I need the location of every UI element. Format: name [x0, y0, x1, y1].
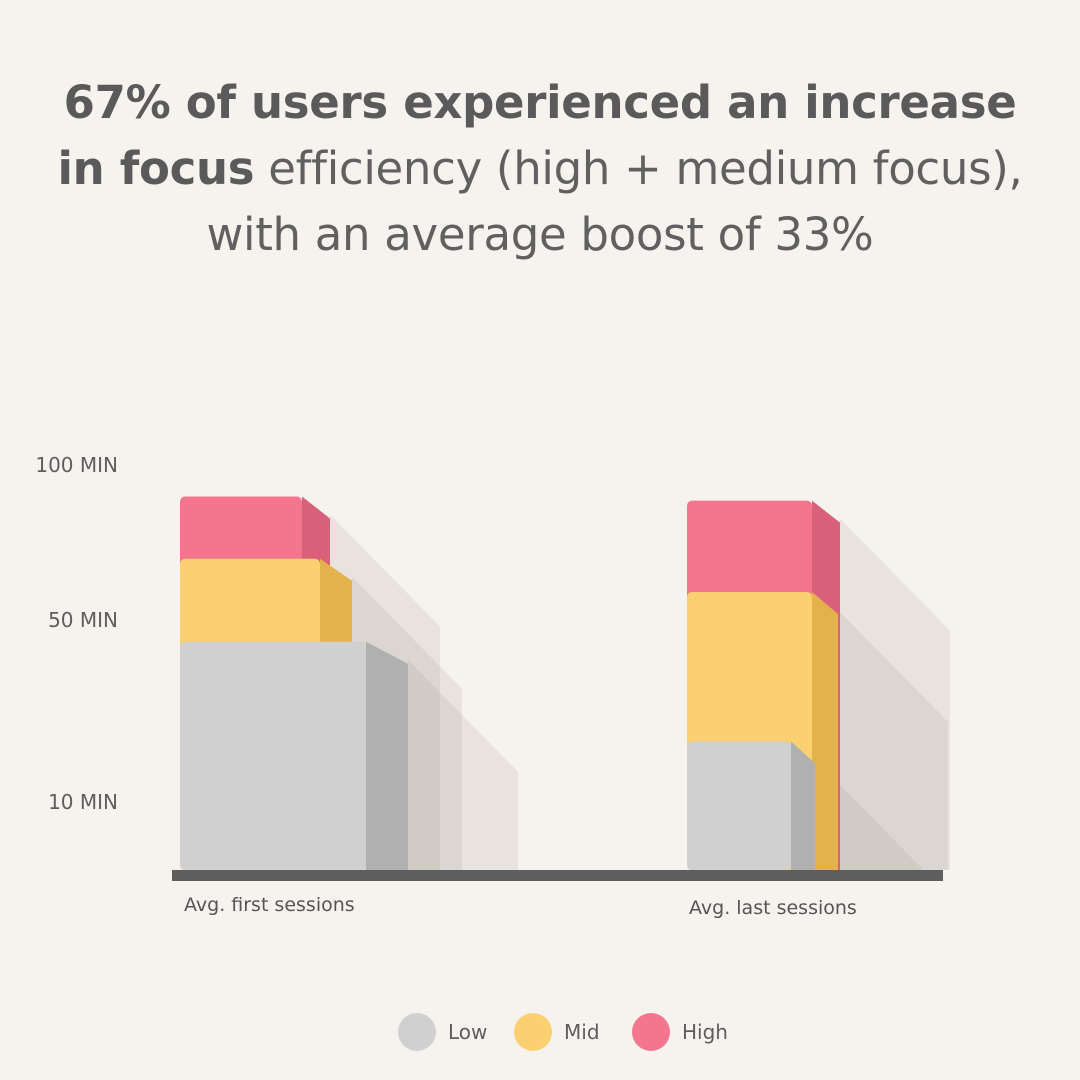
- bar-shadow-high-1: [840, 518, 950, 870]
- bar-side-mid-1: [812, 591, 838, 870]
- legend-label-low: Low: [448, 1020, 487, 1044]
- category-label-0: Avg. first sessions: [184, 894, 355, 916]
- y-tick-label-50: 50 MIN: [48, 608, 118, 632]
- bar-shadows: [330, 514, 950, 872]
- y-axis-ticks: 10 MIN 50 MIN 100 MIN: [35, 453, 118, 814]
- bar-side-low-0: [366, 641, 408, 870]
- bar-shadow-mid-1: [838, 609, 948, 870]
- category-label-1: Avg. last sessions: [689, 897, 857, 919]
- x-axis-baseline: [172, 870, 943, 881]
- legend-label-high: High: [682, 1020, 728, 1044]
- headline-bold: 67% of users experienced an increase in …: [57, 76, 1017, 195]
- legend: Low Mid High: [398, 1013, 728, 1051]
- category-labels: Avg. first sessions Avg. last sessions: [184, 894, 857, 919]
- headline: 67% of users experienced an increase in …: [40, 70, 1040, 268]
- headline-normal: efficiency (high + medium focus), with a…: [206, 142, 1023, 261]
- bar-shadow-low-0: [408, 659, 518, 870]
- legend-swatch-high: [632, 1013, 670, 1051]
- legend-swatch-low: [398, 1013, 436, 1051]
- bar-low-1: [687, 741, 791, 870]
- legend-swatch-mid: [514, 1013, 552, 1051]
- y-tick-label-100: 100 MIN: [35, 453, 118, 477]
- legend-label-mid: Mid: [564, 1020, 600, 1044]
- bar-side-low-1: [791, 741, 815, 870]
- y-tick-label-10: 10 MIN: [48, 790, 118, 814]
- bar-shadow-low-1: [815, 759, 925, 872]
- bars: [180, 496, 840, 870]
- bar-low-0: [180, 641, 366, 870]
